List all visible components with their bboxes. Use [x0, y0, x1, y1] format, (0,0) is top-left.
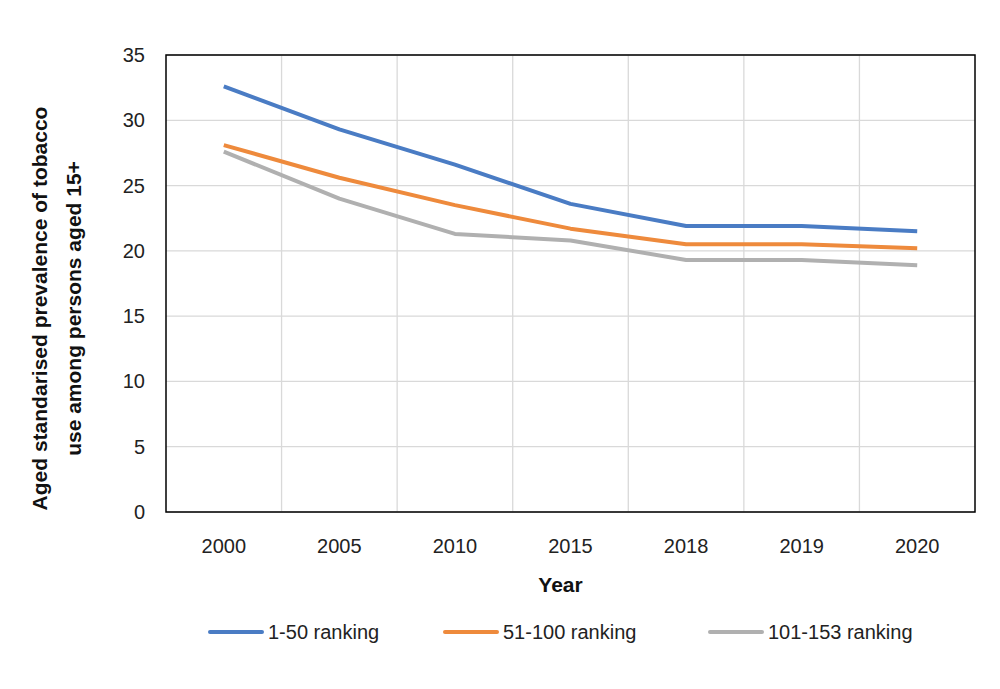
grid-line — [166, 185, 975, 186]
y-tick-label: 10 — [123, 370, 145, 392]
y-tick-label: 0 — [134, 501, 145, 523]
chart: 0 5 10 15 20 25 30 35 2000 2005 2010 2015 2018 2019 20… — [0, 0, 1000, 689]
grid-line — [166, 381, 975, 382]
x-axis-title: Year — [538, 573, 582, 596]
grid-line-vertical — [743, 55, 744, 512]
y-tick-label: 15 — [123, 305, 145, 327]
series-line — [224, 145, 917, 248]
grid-line — [166, 250, 975, 251]
y-tick-label: 25 — [123, 175, 145, 197]
legend-swatch — [445, 630, 497, 634]
grid-line-vertical — [512, 55, 513, 512]
x-tick-label: 2010 — [433, 535, 478, 557]
legend-swatch — [210, 630, 262, 634]
grid-line — [166, 120, 975, 121]
grid-line-vertical — [396, 55, 397, 512]
legend-label: 101-153 ranking — [768, 621, 913, 643]
y-tick-label: 35 — [123, 44, 145, 66]
grid-line-vertical — [859, 55, 860, 512]
legend-label: 1-50 ranking — [268, 621, 379, 643]
grid-line-vertical — [628, 55, 629, 512]
y-tick-label: 5 — [134, 436, 145, 458]
legend-label: 51-100 ranking — [503, 621, 636, 643]
x-tick-label: 2020 — [895, 535, 940, 557]
x-tick-label: 2000 — [202, 535, 247, 557]
x-tick-label: 2018 — [664, 535, 709, 557]
x-tick-label: 2015 — [548, 535, 593, 557]
x-tick-label: 2005 — [317, 535, 362, 557]
plot-lines — [224, 86, 917, 265]
y-axis-title: use among persons aged 15+ — [62, 161, 85, 456]
y-axis-title: Aged standarised prevalence of tobacco — [28, 107, 51, 511]
series-line — [224, 86, 917, 231]
series-line — [224, 152, 917, 266]
y-tick-label: 30 — [123, 109, 145, 131]
grid-line — [166, 446, 975, 447]
grid-line-vertical — [281, 55, 282, 512]
legend-swatch — [710, 630, 762, 634]
grid-line — [166, 315, 975, 316]
y-tick-label: 20 — [123, 240, 145, 262]
plot-frame — [166, 55, 975, 512]
x-tick-label: 2019 — [779, 535, 824, 557]
